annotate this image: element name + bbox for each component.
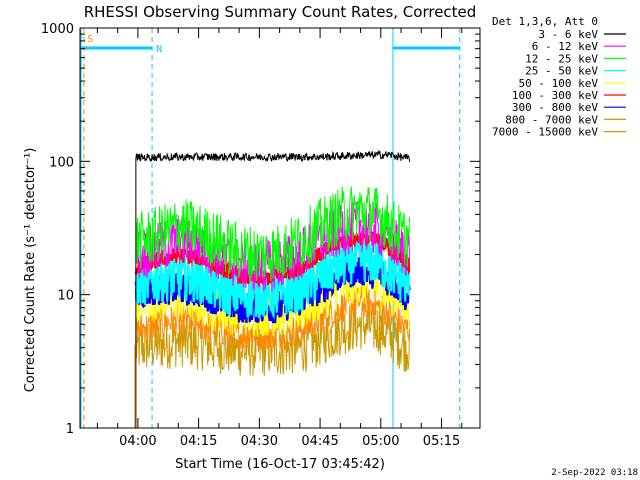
series-line [134,234,411,320]
x-tick-label: 05:15 [423,434,460,449]
y-tick-label: 1 [66,422,74,437]
saa-flag-label: S [87,34,93,45]
x-tick-label: 04:00 [119,434,156,449]
legend-label: 25 - 50 keV [525,65,598,78]
y-axis-label: Corrected Count Rate (s⁻¹ detector⁻¹) [23,148,38,393]
x-tick-label: 04:30 [241,434,278,449]
legend-label: 300 - 800 keV [512,101,598,114]
legend-label: 12 - 25 keV [525,52,598,65]
y-axis: 1 10 100 1000 [41,22,480,437]
legend-label: 3 - 6 keV [538,28,598,41]
y-tick-label: 10 [57,289,74,304]
x-axis: 04:00 04:15 04:30 04:45 05:00 05:15 [96,28,463,449]
legend-label: 7000 - 15000 keV [492,126,598,139]
footer-timestamp: 2-Sep-2022 03:18 [551,468,638,478]
night-flag-label: N [156,44,162,55]
y-tick-label: 1000 [41,22,74,37]
x-axis-label: Start Time (16-Oct-17 03:45:42) [175,457,385,472]
series-layer [134,149,411,428]
legend-label: 6 - 12 keV [532,40,599,53]
legend-label: 50 - 100 keV [519,77,599,90]
legend-label: 100 - 300 keV [512,89,598,102]
x-tick-label: 04:45 [301,434,338,449]
series-line [135,186,411,283]
legend-label: 800 - 7000 keV [505,113,598,126]
series-line [135,149,411,163]
x-tick-label: 05:00 [362,434,399,449]
x-tick-label: 04:15 [180,434,217,449]
chart-title: RHESSI Observing Summary Count Rates, Co… [84,3,477,21]
y-tick-label: 100 [49,155,74,170]
legend-title: Det 1,3,6, Att 0 [492,15,598,28]
